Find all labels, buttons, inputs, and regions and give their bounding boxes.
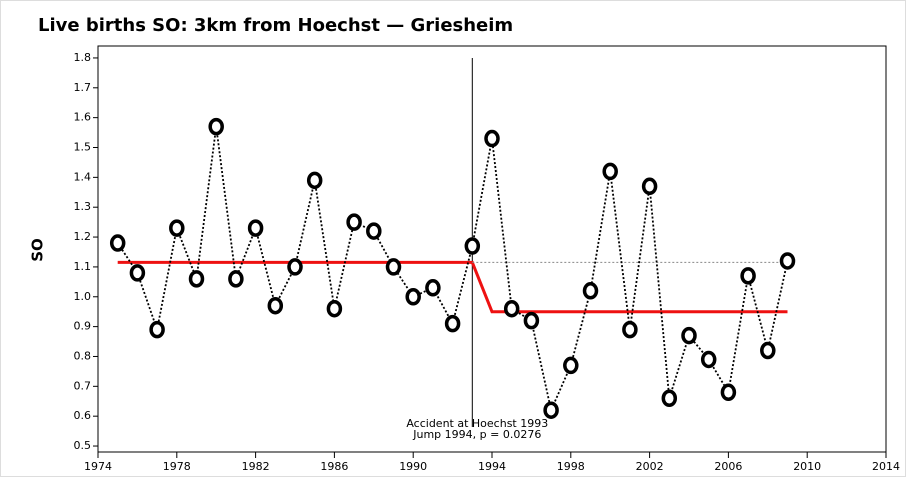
- marker: [287, 258, 303, 276]
- marker: [385, 258, 402, 276]
- x-tick-label: 1974: [84, 460, 112, 473]
- chart-title: Live births SO: 3km from Hoechst — Gries…: [38, 15, 513, 36]
- marker: [503, 299, 520, 318]
- marker: [720, 383, 737, 402]
- marker: [464, 237, 481, 255]
- marker: [405, 288, 421, 306]
- marker: [444, 314, 461, 333]
- marker: [582, 282, 599, 300]
- series-line: [116, 126, 789, 414]
- marker: [760, 341, 776, 360]
- marker: [602, 162, 618, 181]
- marker: [247, 219, 264, 237]
- marker: [169, 219, 185, 237]
- marker: [779, 252, 796, 270]
- x-tick-label: 1986: [320, 460, 348, 473]
- y-tick-label: 1.1: [74, 260, 92, 273]
- marker: [563, 356, 579, 375]
- marker: [366, 222, 382, 240]
- y-axis-label: SO: [29, 238, 47, 262]
- x-tick-label: 2006: [714, 460, 742, 473]
- marker: [543, 401, 559, 419]
- marker: [523, 311, 540, 330]
- y-tick-label: 1.5: [74, 141, 92, 154]
- y-tick-label: 1.6: [74, 111, 92, 124]
- marker: [661, 389, 678, 408]
- y-tick-label: 1.0: [74, 290, 92, 303]
- y-tick-label: 1.3: [74, 200, 92, 213]
- marker: [484, 129, 500, 148]
- annotation-text: Accident at Hoechst 1993: [406, 417, 548, 430]
- marker: [326, 299, 343, 318]
- y-tick-label: 1.7: [74, 81, 92, 94]
- x-tick-label: 1978: [163, 460, 191, 473]
- marker: [740, 267, 756, 285]
- y-tick-label: 1.4: [74, 170, 92, 183]
- x-tick-label: 1990: [399, 460, 427, 473]
- marker: [622, 320, 638, 339]
- marker: [208, 117, 224, 136]
- y-tick-label: 0.7: [74, 379, 92, 392]
- x-tick-label: 2002: [636, 460, 664, 473]
- marker: [641, 177, 658, 196]
- marker: [228, 270, 244, 288]
- y-tick-label: 1.8: [74, 51, 92, 64]
- y-tick-label: 1.2: [74, 230, 92, 243]
- marker: [129, 264, 146, 282]
- x-tick-label: 1982: [242, 460, 270, 473]
- y-tick-label: 0.9: [74, 320, 92, 333]
- marker: [109, 234, 126, 252]
- marker: [681, 326, 697, 345]
- marker: [346, 213, 362, 231]
- annotation-text: Jump 1994, p = 0.0276: [412, 428, 541, 441]
- marker: [306, 171, 323, 190]
- marker: [267, 296, 284, 315]
- x-tick-label: 2010: [793, 460, 821, 473]
- y-tick-label: 0.8: [74, 349, 92, 362]
- x-tick-label: 1994: [478, 460, 506, 473]
- y-tick-label: 0.6: [74, 409, 92, 422]
- x-tick-label: 1998: [557, 460, 585, 473]
- marker: [425, 279, 441, 297]
- marker: [149, 320, 165, 339]
- marker: [188, 270, 205, 288]
- x-tick-label: 2014: [872, 460, 900, 473]
- y-tick-label: 0.5: [74, 439, 92, 452]
- marker: [700, 350, 717, 369]
